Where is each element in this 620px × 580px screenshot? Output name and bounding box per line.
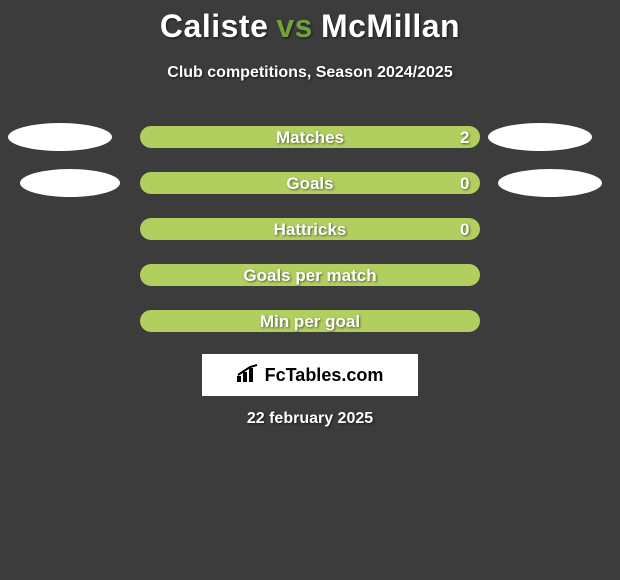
title-right-name: McMillan — [321, 8, 460, 44]
comparison-title: CalistevsMcMillan — [0, 8, 620, 45]
player-right-marker — [498, 169, 602, 197]
comparison-card: CalistevsMcMillan Club competitions, Seas… — [0, 0, 620, 580]
title-left-name: Caliste — [160, 8, 268, 44]
stat-row — [140, 126, 480, 148]
footer-date: 22 february 2025 — [0, 410, 620, 428]
stat-row — [140, 218, 480, 240]
player-left-marker — [20, 169, 120, 197]
stat-row — [140, 264, 480, 286]
subtitle: Club competitions, Season 2024/2025 — [0, 64, 620, 82]
stat-row — [140, 172, 480, 194]
bar-chart-icon — [237, 364, 259, 387]
source-logo: FcTables.com — [202, 354, 418, 396]
title-vs: vs — [276, 8, 313, 44]
stat-row — [140, 310, 480, 332]
source-logo-text: FcTables.com — [265, 365, 384, 386]
player-left-marker — [8, 123, 112, 151]
player-right-marker — [488, 123, 592, 151]
